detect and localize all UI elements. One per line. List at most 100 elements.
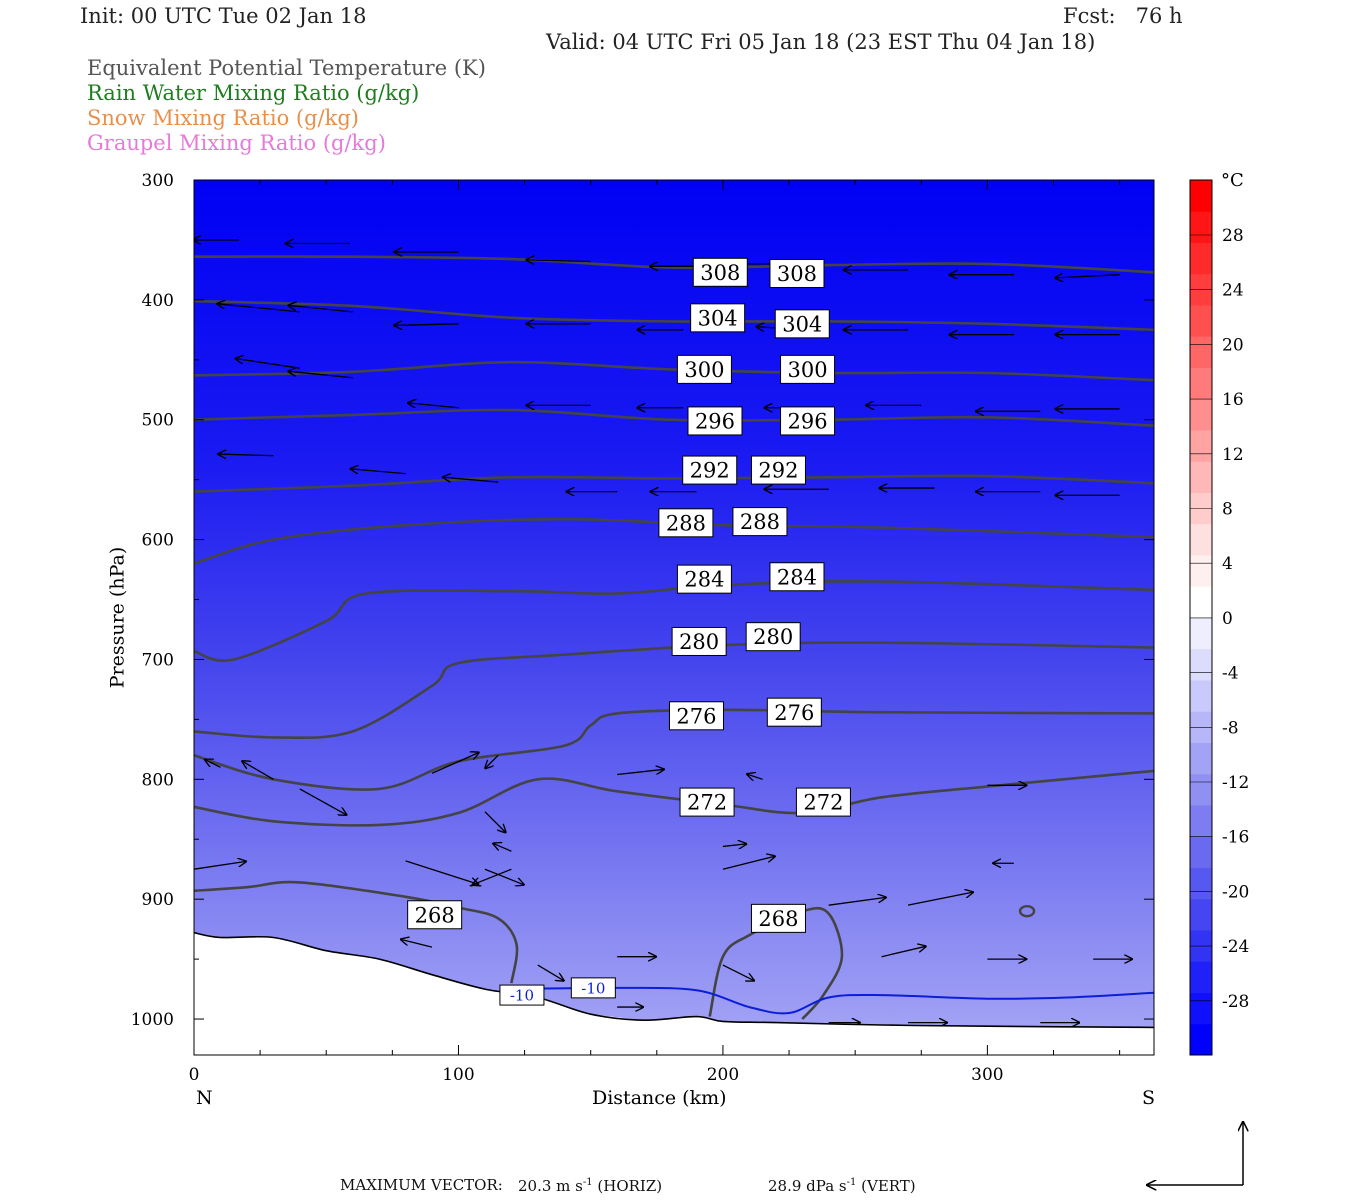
label-text: 284 <box>777 565 817 589</box>
label-box <box>690 303 746 333</box>
theta-e-label-276: 276 <box>668 701 724 731</box>
horiz-exponent: -1 <box>582 1177 593 1188</box>
colorbar-tick-label: -4 <box>1222 664 1239 684</box>
y-tick-label: 1000 <box>131 1010 174 1030</box>
label-text: 304 <box>782 312 822 336</box>
y-tick-label: 300 <box>142 171 174 191</box>
wind-vector <box>617 769 664 776</box>
wind-vector <box>401 939 433 948</box>
reference-vector-icon <box>1147 1122 1243 1185</box>
theta-e-label-300: 300 <box>676 354 732 384</box>
label-box <box>671 626 727 656</box>
terrain-surface <box>194 931 1154 1055</box>
theta-e-contour-276 <box>194 708 1154 791</box>
colorbar-segment <box>1190 805 1212 837</box>
label-text: 268 <box>415 903 455 927</box>
theta-e-label-272: 272 <box>679 787 735 817</box>
colorbar-segment <box>1190 242 1212 275</box>
wind-vector <box>218 454 274 456</box>
theta-e-label-272: 272 <box>795 787 851 817</box>
wind-vector <box>722 844 746 847</box>
theta-e-contour-308 <box>194 255 1154 274</box>
wind-vector <box>881 946 926 958</box>
wind-vector <box>443 477 499 483</box>
label-text: 304 <box>698 306 738 330</box>
label-text: 308 <box>777 262 817 286</box>
colorbar-tick-label: -8 <box>1222 718 1239 738</box>
isotherm-label: -10 <box>570 977 616 999</box>
theta-e-contour-284 <box>194 580 1154 662</box>
colorbar-segment <box>1190 867 1212 900</box>
vert-exponent: -1 <box>846 1177 857 1188</box>
wind-vector <box>194 861 246 870</box>
colorbar-segment <box>1190 648 1212 681</box>
label-box <box>769 562 825 592</box>
init-time: Init: 00 UTC Tue 02 Jan 18 <box>80 4 367 28</box>
label-box <box>407 900 463 930</box>
max-vector-vert: 28.9 dPa s-1 (VERT) <box>768 1177 916 1195</box>
legend-rain-water: Rain Water Mixing Ratio (g/kg) <box>87 81 420 105</box>
y-tick-label: 400 <box>142 291 174 311</box>
colorbar-segment <box>1190 523 1212 556</box>
colorbar-segment <box>1190 680 1212 712</box>
wind-vector <box>1055 275 1120 278</box>
y-tick-label: 800 <box>142 770 174 790</box>
label-box <box>732 507 788 537</box>
label-text: 280 <box>753 625 793 649</box>
colorbar-tick-label: 12 <box>1222 445 1244 465</box>
theta-e-label-308: 308 <box>769 258 825 288</box>
label-text: 288 <box>740 510 780 534</box>
valid-time: Valid: 04 UTC Fri 05 Jan 18 (23 EST Thu … <box>546 30 1096 54</box>
wind-vector <box>394 324 459 326</box>
label-text: 272 <box>687 791 727 815</box>
theta-e-contour-296 <box>194 408 1154 427</box>
y-tick-label: 500 <box>142 411 174 431</box>
isotherm-minus10 <box>511 986 1154 1015</box>
colorbar-tick-label: 16 <box>1222 390 1244 410</box>
colorbar-tick-label: -16 <box>1222 828 1249 848</box>
label-box <box>766 697 822 727</box>
colorbar-tick-label: 24 <box>1222 281 1244 301</box>
label-text: 284 <box>684 568 724 592</box>
temperature-shading <box>194 180 1154 1055</box>
colorbar-segment <box>1190 398 1212 431</box>
north-label: N <box>196 1087 213 1109</box>
axes: 300 400 500 600 700 800 900 1000 0 100 200 300 <box>131 171 1154 1085</box>
wind-vector <box>299 788 347 815</box>
wind-vector <box>747 774 763 779</box>
label-text: 292 <box>758 459 798 483</box>
wind-vector <box>288 305 353 313</box>
y-tick-label: 700 <box>142 650 174 670</box>
colorbar-tick-label: 8 <box>1222 500 1233 520</box>
theta-e-label-284: 284 <box>676 564 732 594</box>
theta-e-label-268: 268 <box>407 900 463 930</box>
theta-e-contour-300 <box>194 360 1154 382</box>
label-box <box>780 354 836 384</box>
label-box <box>658 508 714 538</box>
colorbar-segment <box>1190 211 1212 243</box>
y-tick-label: 900 <box>142 890 174 910</box>
label-text: 300 <box>788 358 828 382</box>
wind-vector <box>907 892 973 906</box>
wind-vector <box>484 811 506 833</box>
label-box <box>750 455 806 485</box>
theta-e-label-308: 308 <box>692 257 748 287</box>
label-text: 296 <box>788 409 828 433</box>
colorbar-segment <box>1190 555 1212 587</box>
colorbar-segment <box>1190 836 1212 868</box>
label-text: 268 <box>758 907 798 931</box>
plot-background <box>194 180 1154 1055</box>
label-box <box>795 787 851 817</box>
label-box <box>676 564 732 594</box>
label-text: 276 <box>676 704 716 728</box>
label-text: 272 <box>803 791 843 815</box>
wind-vector <box>235 359 300 369</box>
wind-vector <box>217 304 300 313</box>
label-text: 288 <box>666 511 706 535</box>
label-box <box>750 903 806 933</box>
legend-graupel: Graupel Mixing Ratio (g/kg) <box>87 131 386 155</box>
label-box <box>570 977 616 999</box>
colorbar-tick-label: -20 <box>1222 882 1249 902</box>
label-box <box>769 258 825 288</box>
